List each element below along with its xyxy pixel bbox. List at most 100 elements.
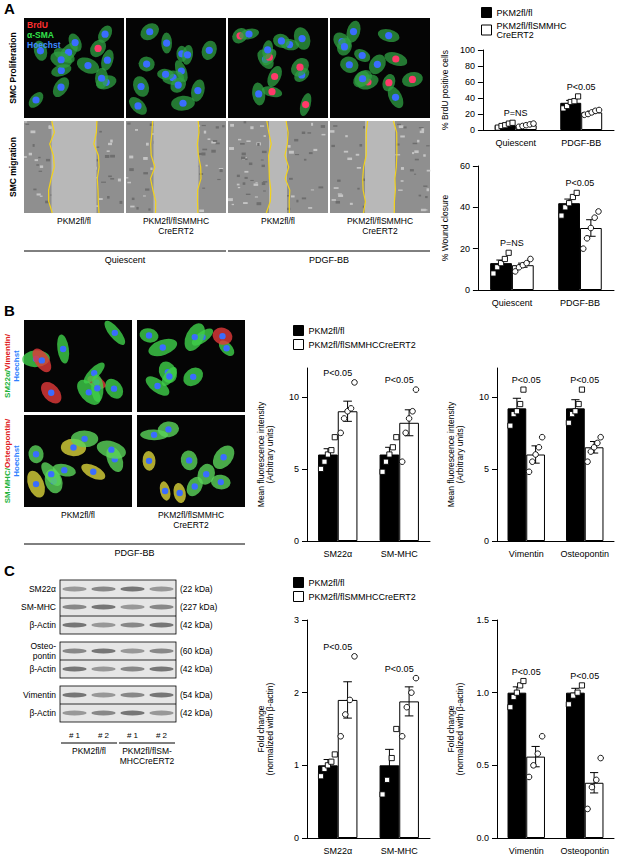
- svg-text:β-Actin: β-Actin: [29, 664, 56, 674]
- svg-text:(42 kDa): (42 kDa): [180, 664, 213, 674]
- svg-text:0: 0: [484, 536, 489, 546]
- svg-text:0: 0: [470, 125, 475, 135]
- svg-text:PKM2fl/flSMMHCCreERT2: PKM2fl/flSMMHCCreERT2: [158, 510, 224, 530]
- svg-text:PKM2fl/flSMMHCCreERT2: PKM2fl/flSMMHCCreERT2: [143, 216, 209, 236]
- svg-text:P<0.05: P<0.05: [566, 178, 595, 188]
- svg-text:PDGF-BB: PDGF-BB: [114, 548, 154, 558]
- svg-text:(227 kDa): (227 kDa): [180, 602, 217, 612]
- svg-text:SMC migration: SMC migration: [8, 137, 18, 197]
- svg-text:10: 10: [479, 392, 489, 402]
- svg-text:PDGF-BB: PDGF-BB: [561, 138, 601, 148]
- svg-text:SM22α: SM22α: [29, 584, 56, 594]
- svg-text:% BrdU positive cells: % BrdU positive cells: [440, 50, 450, 130]
- svg-text:1.5: 1.5: [476, 615, 489, 625]
- svg-text:40: 40: [460, 202, 470, 212]
- svg-text:PKM2fl/flSMMHCCreERT2: PKM2fl/flSMMHCCreERT2: [309, 340, 416, 350]
- svg-text:SM-MHC/Osteopontin/: SM-MHC/Osteopontin/: [3, 418, 12, 503]
- svg-text:80: 80: [465, 61, 475, 71]
- svg-text:PKM2fl/fl: PKM2fl/fl: [309, 578, 345, 588]
- svg-text:PDGF-BB: PDGF-BB: [560, 298, 600, 308]
- svg-text:(Arbitrary units): (Arbitrary units): [265, 425, 275, 483]
- svg-text:40: 40: [465, 93, 475, 103]
- svg-text:(42 kDa): (42 kDa): [180, 620, 213, 630]
- svg-text:PKM2fl/fl: PKM2fl/fl: [261, 216, 295, 226]
- svg-text:P=NS: P=NS: [504, 108, 528, 118]
- svg-text:1: 1: [294, 760, 299, 770]
- svg-text:20: 20: [460, 244, 470, 254]
- svg-text:# 2: # 2: [98, 731, 110, 740]
- svg-text:Hoechst: Hoechst: [12, 445, 21, 477]
- svg-text:3: 3: [294, 615, 299, 625]
- svg-text:C: C: [4, 562, 15, 579]
- svg-text:Vimentin: Vimentin: [509, 846, 544, 856]
- svg-text:PKM2fl/fl: PKM2fl/fl: [497, 8, 533, 18]
- svg-text:SM22α/Vimentin/: SM22α/Vimentin/: [3, 333, 12, 398]
- svg-text:100: 100: [460, 45, 475, 55]
- svg-text:Osteo-pontin: Osteo-pontin: [30, 641, 56, 661]
- svg-text:(22 kDa): (22 kDa): [180, 584, 213, 594]
- svg-text:Quiescent: Quiescent: [495, 138, 536, 148]
- svg-text:# 2: # 2: [156, 731, 168, 740]
- svg-text:P<0.05: P<0.05: [385, 375, 414, 385]
- svg-text:10: 10: [289, 392, 299, 402]
- svg-text:(Arbitrary units): (Arbitrary units): [455, 425, 465, 483]
- svg-text:PKM2fl/flSMMHCCreERT2: PKM2fl/flSMMHCCreERT2: [309, 592, 416, 602]
- svg-text:Quiescent: Quiescent: [105, 255, 146, 265]
- svg-text:(54 kDa): (54 kDa): [180, 690, 213, 700]
- svg-text:20: 20: [465, 109, 475, 119]
- svg-text:P=NS: P=NS: [500, 238, 524, 248]
- svg-text:SM22α: SM22α: [323, 846, 352, 856]
- svg-text:PKM2fl/fl: PKM2fl/fl: [72, 746, 106, 756]
- svg-text:B: B: [4, 302, 15, 319]
- svg-text:P<0.05: P<0.05: [512, 375, 541, 385]
- svg-text:α-SMA: α-SMA: [27, 30, 54, 40]
- svg-text:0.5: 0.5: [476, 760, 489, 770]
- svg-text:P<0.05: P<0.05: [570, 375, 599, 385]
- svg-text:0: 0: [294, 536, 299, 546]
- svg-text:BrdU: BrdU: [27, 20, 48, 30]
- svg-text:Quiescent: Quiescent: [492, 298, 533, 308]
- svg-text:SMC Proliferation: SMC Proliferation: [8, 32, 18, 103]
- svg-text:PKM2fl/flSMMHCCreERT2: PKM2fl/flSMMHCCreERT2: [347, 216, 413, 236]
- svg-text:Osteopontin: Osteopontin: [560, 549, 609, 559]
- svg-text:(42 kDa): (42 kDa): [180, 708, 213, 718]
- svg-text:Vimentin: Vimentin: [509, 549, 544, 559]
- svg-text:1.0: 1.0: [476, 688, 489, 698]
- svg-text:P<0.05: P<0.05: [570, 671, 599, 681]
- svg-text:SM22α: SM22α: [323, 549, 352, 559]
- svg-text:CreERT2: CreERT2: [497, 30, 534, 40]
- svg-text:Osteopontin: Osteopontin: [560, 846, 609, 856]
- svg-text:2: 2: [294, 688, 299, 698]
- svg-text:(normalized with β-actin): (normalized with β-actin): [455, 682, 465, 775]
- svg-text:SM-MHC: SM-MHC: [381, 846, 418, 856]
- svg-text:Hoechst: Hoechst: [12, 350, 21, 382]
- svg-text:% Wound closure: % Wound closure: [440, 195, 450, 262]
- svg-text:# 1: # 1: [69, 731, 81, 740]
- svg-text:P<0.05: P<0.05: [323, 642, 352, 652]
- svg-text:P<0.05: P<0.05: [512, 667, 541, 677]
- svg-text:A: A: [4, 0, 15, 17]
- svg-text:Hoechst: Hoechst: [27, 40, 61, 50]
- svg-text:SM-MHC: SM-MHC: [21, 602, 56, 612]
- svg-text:P<0.05: P<0.05: [385, 664, 414, 674]
- svg-text:0: 0: [294, 833, 299, 843]
- svg-text:# 1: # 1: [127, 731, 139, 740]
- svg-text:β-Actin: β-Actin: [29, 620, 56, 630]
- svg-text:P<0.05: P<0.05: [323, 368, 352, 378]
- svg-text:5: 5: [484, 464, 489, 474]
- svg-text:0.0: 0.0: [476, 833, 489, 843]
- svg-text:Vimentin: Vimentin: [23, 690, 56, 700]
- svg-text:P<0.05: P<0.05: [567, 82, 596, 92]
- svg-text:PKM2fl/flSM-MHCCreERT2: PKM2fl/flSM-MHCCreERT2: [120, 746, 175, 766]
- svg-text:SM-MHC: SM-MHC: [381, 549, 418, 559]
- svg-text:(60 kDa): (60 kDa): [180, 646, 213, 656]
- svg-text:PDGF-BB: PDGF-BB: [309, 255, 349, 265]
- svg-text:β-Actin: β-Actin: [29, 708, 56, 718]
- svg-text:0: 0: [465, 285, 470, 295]
- svg-text:PKM2fl/fl: PKM2fl/fl: [309, 326, 345, 336]
- svg-text:PKM2fl/fl: PKM2fl/fl: [57, 216, 91, 226]
- svg-text:(normalized with β-actin): (normalized with β-actin): [265, 682, 275, 775]
- svg-text:60: 60: [465, 77, 475, 87]
- svg-text:5: 5: [294, 464, 299, 474]
- svg-text:60: 60: [460, 161, 470, 171]
